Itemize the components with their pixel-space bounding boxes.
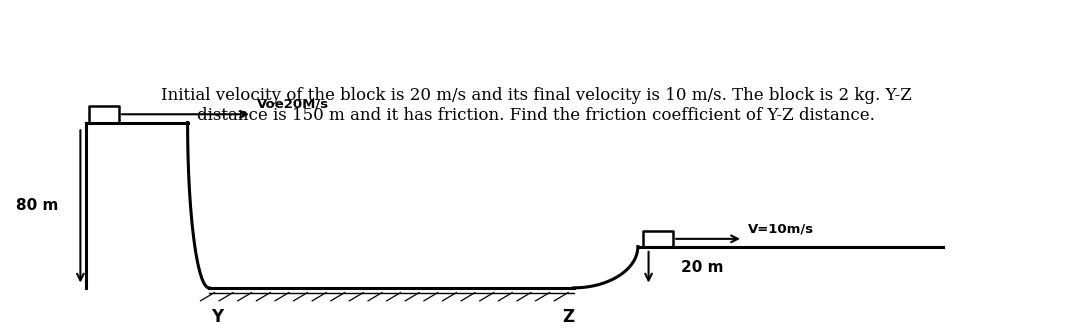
Text: 20 m: 20 m [681, 260, 724, 275]
Text: 80 m: 80 m [16, 198, 59, 213]
Text: Y: Y [211, 308, 224, 326]
Text: Initial velocity of the block is 20 m/s and its final velocity is 10 m/s. The bl: Initial velocity of the block is 20 m/s … [161, 87, 911, 124]
Text: Z: Z [562, 308, 575, 326]
Text: V=10m/s: V=10m/s [748, 222, 815, 235]
Text: Voe20M/s: Voe20M/s [257, 98, 329, 111]
